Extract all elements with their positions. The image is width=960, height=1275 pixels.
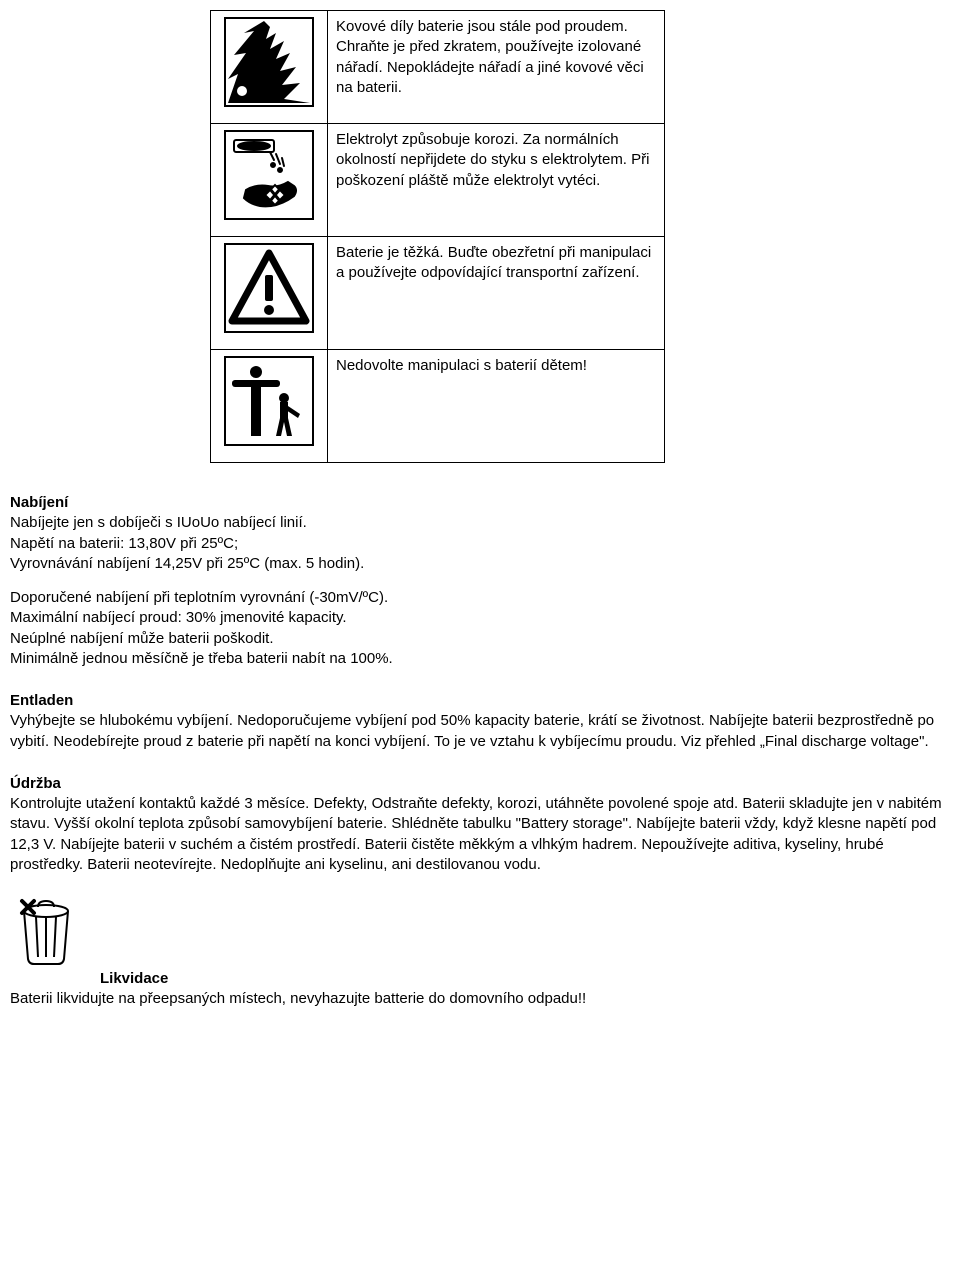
keep-from-children-icon bbox=[224, 356, 314, 446]
explosion-icon bbox=[224, 17, 314, 107]
section-discharge: Entladen Vyhýbejte se hlubokému vybíjení… bbox=[10, 691, 950, 752]
paragraph-body: Vyhýbejte se hlubokému vybíjení. Nedopor… bbox=[10, 711, 950, 752]
table-row: Kovové díly baterie jsou stále pod proud… bbox=[211, 11, 665, 124]
section-title: Entladen bbox=[10, 691, 950, 711]
warning-text: Kovové díly baterie jsou stále pod proud… bbox=[328, 11, 665, 124]
paragraph-line: Maximální nabíjecí proud: 30% jmenovité … bbox=[10, 608, 950, 628]
section-title: Nabíjení bbox=[10, 493, 950, 513]
paragraph-body: Kontrolujte utažení kontaktů každé 3 měs… bbox=[10, 794, 950, 875]
paragraph-line: Vyrovnávání nabíjení 14,25V při 25ºC (ma… bbox=[10, 554, 950, 574]
section-disposal: Likvidace Baterii likvidujte na přeepsan… bbox=[10, 897, 950, 1010]
paragraph-line: Napětí na baterii: 13,80V při 25ºC; bbox=[10, 534, 950, 554]
paragraph-line: Nabíjejte jen s dobíječi s IUoUo nabíjec… bbox=[10, 513, 950, 533]
trash-bin-icon bbox=[18, 897, 74, 967]
paragraph-body: Baterii likvidujte na přeepsaných místec… bbox=[10, 989, 950, 1009]
paragraph-line: Minimálně jednou měsíčně je třeba bateri… bbox=[10, 649, 950, 669]
section-title: Údržba bbox=[10, 774, 950, 794]
table-row: Nedovolte manipulaci s baterií dětem! bbox=[211, 350, 665, 463]
paragraph-line: Doporučené nabíjení při teplotním vyrovn… bbox=[10, 588, 950, 608]
icon-cell-children bbox=[211, 350, 328, 463]
section-maintenance: Údržba Kontrolujte utažení kontaktů každ… bbox=[10, 774, 950, 875]
corrosive-icon bbox=[224, 130, 314, 220]
icon-cell-explosion bbox=[211, 11, 328, 124]
icon-cell-corrosive bbox=[211, 124, 328, 237]
paragraph-line: Neúplné nabíjení může baterii poškodit. bbox=[10, 629, 950, 649]
table-row: Elektrolyt způsobuje korozi. Za normální… bbox=[211, 124, 665, 237]
section-title: Likvidace bbox=[100, 970, 168, 987]
icon-cell-heavy bbox=[211, 237, 328, 350]
warning-text: Elektrolyt způsobuje korozi. Za normální… bbox=[328, 124, 665, 237]
warnings-table: Kovové díly baterie jsou stále pod proud… bbox=[210, 10, 665, 463]
table-row: Baterie je těžká. Buďte obezřetní při ma… bbox=[211, 237, 665, 350]
section-charging: Nabíjení Nabíjejte jen s dobíječi s IUoU… bbox=[10, 493, 950, 669]
warning-text: Baterie je těžká. Buďte obezřetní při ma… bbox=[328, 237, 665, 350]
warning-text: Nedovolte manipulaci s baterií dětem! bbox=[328, 350, 665, 463]
warning-triangle-icon bbox=[224, 243, 314, 333]
